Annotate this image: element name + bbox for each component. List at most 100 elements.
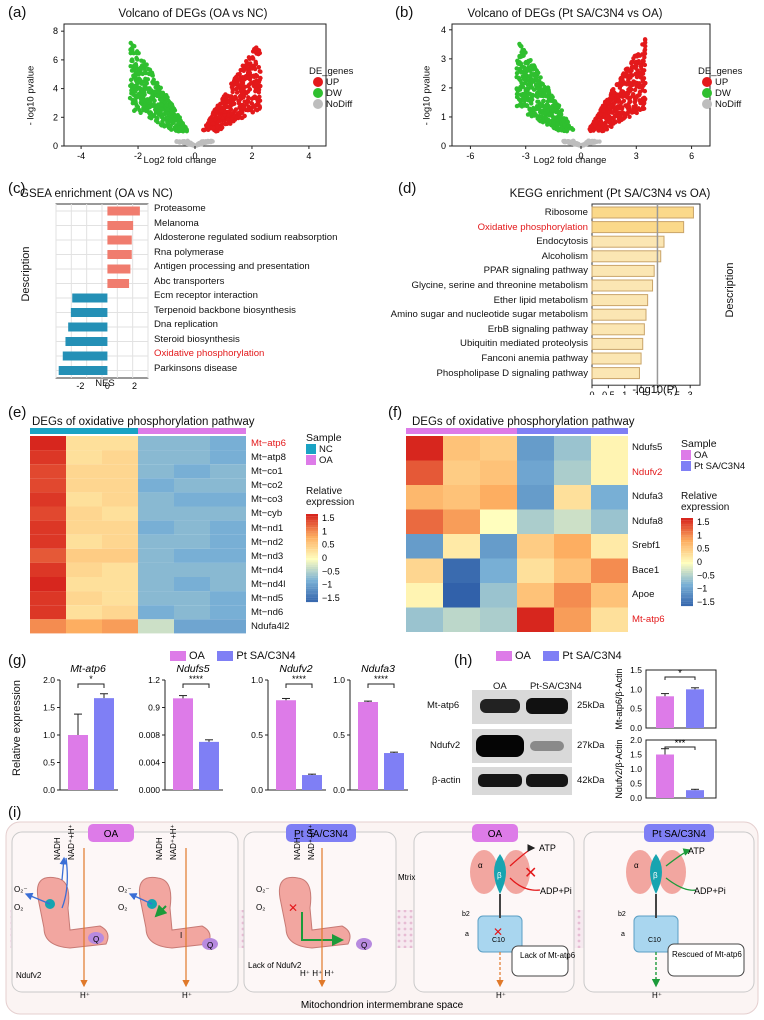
y-tick-label: 2 bbox=[441, 83, 446, 93]
heatmap-cell bbox=[102, 450, 138, 465]
x-tick-label: -4 bbox=[77, 151, 85, 161]
dw-point bbox=[521, 92, 526, 97]
nodiff-point bbox=[207, 139, 212, 145]
western-quant-charts: 0.0 0.5 1.0 1.5 * Mt-atp6/β-Actin 0.0 0.5 1.0 1.5… bbox=[614, 666, 717, 803]
dw-point bbox=[140, 79, 145, 85]
dw-point bbox=[534, 75, 539, 80]
dw-point bbox=[514, 66, 519, 71]
significance: **** bbox=[189, 674, 204, 684]
scale-tick: 0.5 bbox=[322, 540, 335, 550]
y-tick-label: 0.0 bbox=[630, 793, 642, 803]
nodiff-point bbox=[570, 139, 575, 145]
dw-point bbox=[155, 104, 160, 109]
group-pt-1: Pt SA/C3N4 bbox=[294, 829, 348, 840]
up-point bbox=[252, 66, 258, 72]
up-point bbox=[245, 89, 251, 94]
up-point bbox=[254, 107, 260, 113]
up-point bbox=[632, 80, 638, 85]
scale-tick: 0.5 bbox=[697, 544, 710, 554]
row-actin: β-actin bbox=[432, 775, 461, 786]
up-point bbox=[248, 61, 253, 66]
y-tick-label: 6 bbox=[53, 55, 58, 65]
dw-point bbox=[529, 97, 535, 102]
dw-point bbox=[542, 105, 547, 111]
gsea-term: Aldosterone regulated sodium reabsorptio… bbox=[154, 232, 338, 243]
up-point bbox=[255, 98, 260, 103]
dw-point bbox=[545, 99, 551, 104]
dw-point bbox=[135, 57, 140, 62]
panel-a-xlabel: Log2 fold change bbox=[143, 155, 217, 166]
o2r-2: O₂⁻ bbox=[118, 885, 132, 894]
up-point bbox=[641, 76, 647, 81]
scale-tick: 1.5 bbox=[697, 518, 710, 527]
heatmap-cell bbox=[30, 577, 66, 592]
nodiff-point bbox=[578, 143, 584, 149]
lack-ndufv2: Lack of Ndufv2 bbox=[248, 961, 302, 970]
heatmap-cell bbox=[138, 450, 174, 465]
up-point bbox=[635, 68, 640, 73]
heatmap-f-genes: Ndufs5 Ndufv2 Ndufa3 Ndufa8 Srebf1 Bace1 Apoe M… bbox=[632, 436, 665, 632]
x-tick-label: -6 bbox=[466, 151, 474, 161]
heatmap-cell bbox=[210, 450, 246, 465]
heatmap-cell bbox=[174, 464, 210, 479]
up-point bbox=[603, 123, 608, 128]
beta-2: β bbox=[653, 871, 658, 880]
gsea-term: Dna replication bbox=[154, 319, 218, 330]
oa-swatch bbox=[170, 651, 186, 662]
dw-point bbox=[168, 126, 173, 131]
gene-label: Mt−cyb bbox=[251, 508, 283, 520]
legend-up: UP bbox=[715, 77, 729, 88]
panel-h-legend: OA Pt SA/C3N4 bbox=[496, 650, 622, 662]
dw-point bbox=[143, 69, 148, 75]
heatmap-cell bbox=[30, 478, 66, 493]
blot-ndufv2 bbox=[472, 729, 572, 763]
up-point bbox=[642, 47, 648, 52]
heatmap-cell bbox=[138, 534, 174, 549]
panel-e-title: DEGs of oxidative phosphorylation pathwa… bbox=[32, 416, 255, 428]
dw-point bbox=[541, 98, 546, 104]
y-tick-label: 0.0 bbox=[630, 723, 642, 733]
significance: * bbox=[89, 674, 93, 684]
up-point bbox=[246, 75, 251, 80]
mechanism-diagram: OA Pt SA/C3N4 OA Pt SA/C3N4 NADH NAD⁺+H⁺… bbox=[5, 821, 759, 1015]
group-oa-2: OA bbox=[488, 829, 503, 840]
up-point bbox=[233, 75, 238, 81]
dw-point bbox=[561, 128, 567, 134]
heatmap-cell bbox=[554, 558, 591, 583]
dw-point bbox=[151, 77, 156, 82]
up-point bbox=[631, 107, 636, 112]
heatmap-cell bbox=[517, 558, 554, 583]
dw-point bbox=[536, 79, 541, 85]
panel-i-label: (i) bbox=[8, 804, 22, 821]
heatmap-cell bbox=[174, 577, 210, 592]
kegg-bar bbox=[591, 337, 644, 350]
panel-c-xlabel: NES bbox=[95, 378, 115, 389]
legend-up: UP bbox=[326, 77, 340, 88]
dw-point bbox=[528, 107, 533, 112]
heatmap-cell bbox=[443, 460, 480, 485]
up-point bbox=[250, 56, 255, 61]
qpcr-bar bbox=[276, 700, 296, 790]
scale-tick: −0.5 bbox=[697, 570, 715, 580]
a-2: a bbox=[621, 931, 625, 938]
kda-ndufv2: 27kDa bbox=[577, 740, 605, 751]
nad-2: NAD⁺+H⁺ bbox=[169, 824, 178, 860]
y-tick-label: 1.5 bbox=[630, 666, 642, 675]
dw-point bbox=[132, 83, 137, 89]
heatmap-cell bbox=[517, 607, 554, 632]
up-point bbox=[249, 66, 255, 71]
atp-synthase-pt bbox=[626, 848, 697, 988]
dw-point bbox=[541, 111, 547, 116]
x-tick-label: 0.5 bbox=[602, 390, 615, 395]
gsea-bar bbox=[107, 279, 130, 288]
x-tick-label: 2.5 bbox=[668, 390, 681, 395]
nodiff-point bbox=[175, 139, 180, 144]
sample-pt: Pt SA/C3N4 bbox=[694, 461, 746, 472]
up-point bbox=[212, 117, 217, 123]
heatmap-cell bbox=[210, 436, 246, 451]
scale-tick: 1.5 bbox=[322, 514, 335, 523]
nodiff-point bbox=[198, 141, 204, 146]
up-point bbox=[629, 82, 634, 88]
heatmap-cell bbox=[443, 509, 480, 534]
panel-d-label: (d) bbox=[398, 180, 417, 197]
